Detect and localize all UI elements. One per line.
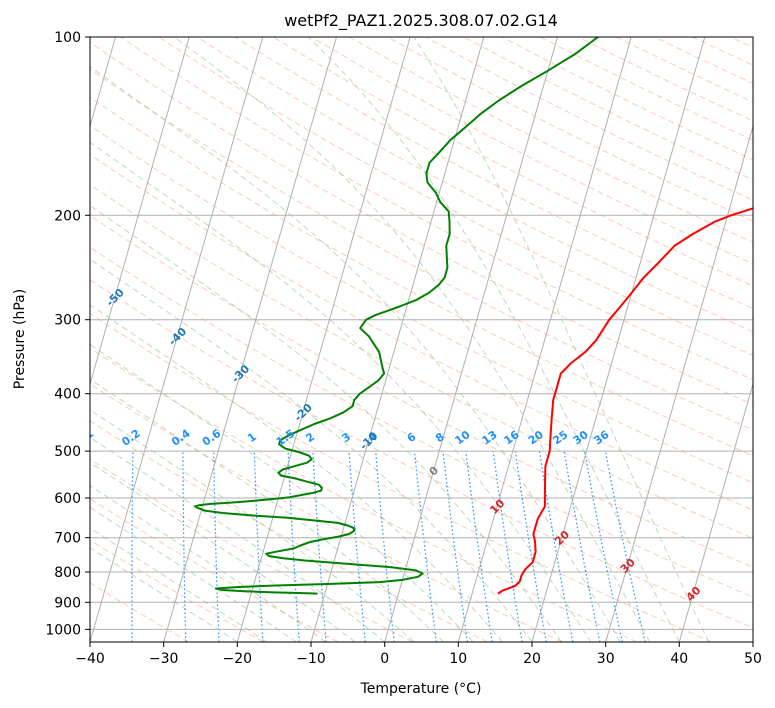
x-tick-label: 40 bbox=[670, 651, 688, 667]
isotherm-line bbox=[531, 37, 706, 642]
isotherm-line bbox=[90, 37, 190, 386]
mixing-ratio-line bbox=[442, 451, 469, 642]
isotherm-line bbox=[384, 37, 558, 642]
x-tick-label: −10 bbox=[296, 651, 326, 667]
mixing-ratio-line bbox=[465, 451, 493, 642]
moist-adiabat bbox=[90, 485, 326, 642]
dry-adiabat bbox=[90, 246, 753, 598]
isobar-lines bbox=[90, 37, 753, 630]
moist-adiabat bbox=[307, 37, 680, 642]
mixing-ratio-line bbox=[348, 451, 366, 642]
moist-adiabat bbox=[90, 461, 356, 642]
isotherm-line bbox=[678, 382, 753, 642]
y-tick-label: 1000 bbox=[45, 622, 81, 638]
y-tick-label: 300 bbox=[54, 313, 81, 329]
plot-area bbox=[90, 37, 753, 642]
x-tick-label: −40 bbox=[75, 651, 105, 667]
moist-adiabat bbox=[413, 37, 710, 642]
y-tick-label: 200 bbox=[54, 208, 81, 224]
dry-adiabat bbox=[90, 420, 488, 642]
moist-adiabat bbox=[90, 378, 444, 642]
mixing-ratio-line bbox=[413, 451, 437, 642]
x-tick-label: −20 bbox=[223, 651, 253, 667]
isotherm-line bbox=[163, 37, 337, 642]
isotherm-line bbox=[605, 124, 753, 642]
isotherm-lines bbox=[90, 37, 753, 642]
moist-adiabat bbox=[90, 141, 592, 642]
y-axis-title: Pressure (hPa) bbox=[12, 289, 28, 389]
y-tick-label: 600 bbox=[54, 491, 81, 507]
dry-adiabat bbox=[90, 458, 414, 642]
moist-adiabat bbox=[90, 204, 562, 642]
mixing-ratio-line bbox=[375, 451, 395, 642]
y-tick-label: 800 bbox=[54, 565, 81, 581]
x-tick-label: −30 bbox=[149, 651, 179, 667]
temperature-profile bbox=[497, 207, 753, 595]
x-tick-label: 0 bbox=[380, 651, 389, 667]
series-layer bbox=[194, 37, 753, 595]
isotherm-line bbox=[90, 37, 264, 642]
dry-adiabat bbox=[234, 37, 753, 310]
isotherm-line bbox=[236, 37, 411, 642]
isotherm-line bbox=[310, 37, 485, 642]
x-tick-label: 30 bbox=[597, 651, 615, 667]
dry-adiabat bbox=[90, 154, 753, 511]
mixing-ratio-line bbox=[584, 450, 623, 642]
moist-adiabat bbox=[174, 37, 651, 642]
moist-adiabat bbox=[90, 343, 474, 642]
dry-adiabat bbox=[90, 214, 753, 568]
dry-adiabat bbox=[90, 347, 638, 642]
mixing-ratio-line bbox=[492, 451, 523, 642]
mixing-ratio-label: 0.1 bbox=[73, 427, 96, 449]
x-tick-label: 20 bbox=[523, 651, 541, 667]
dewpoint-profile bbox=[194, 37, 599, 595]
x-tick-label: 50 bbox=[744, 651, 762, 667]
dry-adiabat bbox=[90, 124, 753, 484]
dry-adiabat bbox=[90, 41, 753, 405]
y-tick-label: 500 bbox=[54, 444, 81, 460]
y-tick-label: 700 bbox=[54, 531, 81, 547]
moist-adiabats bbox=[90, 37, 710, 642]
x-tick-label: 10 bbox=[449, 651, 467, 667]
plot-frame bbox=[89, 36, 754, 643]
moist-adiabat bbox=[90, 258, 533, 642]
mixing-ratio-line bbox=[563, 451, 601, 642]
isotherm-line bbox=[457, 37, 632, 642]
dry-adiabat bbox=[90, 582, 190, 642]
moist-adiabat bbox=[90, 409, 415, 642]
dry-adiabat bbox=[90, 539, 264, 642]
chart-title: wetPf2_PAZ1.2025.308.07.02.G14 bbox=[284, 11, 558, 31]
dry-adiabat bbox=[90, 279, 753, 629]
moist-adiabat bbox=[90, 506, 297, 642]
y-tick-label: 100 bbox=[54, 30, 81, 46]
moist-adiabat bbox=[90, 304, 503, 642]
dry-adiabat bbox=[196, 37, 753, 333]
y-tick-label: 400 bbox=[54, 387, 81, 403]
y-tick-label: 900 bbox=[54, 595, 81, 611]
x-axis: −40 −30 −20 −10 0 10 20 30 40 50 bbox=[75, 642, 762, 667]
x-axis-title: Temperature (°C) bbox=[360, 681, 482, 697]
dry-adiabat bbox=[90, 312, 712, 642]
moist-adiabat bbox=[90, 65, 621, 642]
y-axis: 100 200 300 400 500 600 700 800 900 1000 bbox=[45, 30, 90, 638]
